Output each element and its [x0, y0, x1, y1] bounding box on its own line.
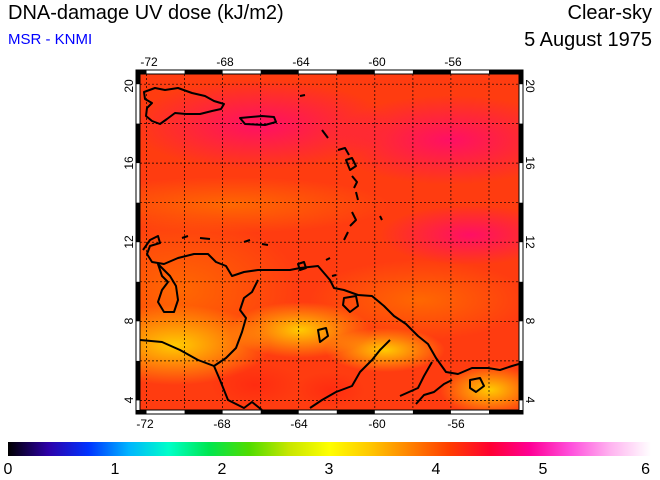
lesser-island-b: [469, 377, 485, 393]
island-chain-3: [337, 147, 350, 156]
colorbar-label: 3: [325, 461, 334, 478]
lat-label-right: 20: [523, 79, 537, 93]
graticule: [140, 74, 519, 410]
puerto-rico-coast: [239, 115, 277, 126]
lat-label-left: 20: [122, 79, 136, 93]
colorbar-label: 5: [539, 461, 548, 478]
colorbar-label: 6: [641, 461, 650, 478]
colorbar-label: 2: [218, 461, 227, 478]
lon-label-bottom: -68: [213, 417, 231, 431]
uv-dose-field: [140, 74, 519, 410]
lon-label-top: -64: [292, 55, 310, 69]
guyana-border: [415, 379, 453, 405]
colorbar: 0 1 2 3 4 5 6: [4, 442, 651, 478]
date-label: 5 August 1975: [524, 29, 652, 51]
lat-label-left: 12: [122, 235, 136, 249]
colorbar-label: 0: [4, 461, 13, 478]
island-chain-1: [299, 94, 306, 97]
islands-south: [297, 257, 337, 277]
country-border-south: [213, 365, 263, 410]
lon-label-top: -68: [216, 55, 234, 69]
lon-label-top: -72: [140, 55, 158, 69]
lake-guri: [317, 327, 329, 343]
lat-label-left: 4: [122, 396, 136, 403]
lat-label-right: 4: [523, 397, 537, 404]
lat-label-right: 8: [523, 318, 537, 325]
lon-label-bottom: -72: [136, 417, 154, 431]
maracaibo-lake-coast: [157, 263, 179, 313]
lat-label-left: 8: [122, 317, 136, 324]
island-chain-2: [321, 129, 329, 139]
map-title: DNA-damage UV dose (kJ/m2): [8, 2, 284, 24]
trinidad-island: [342, 295, 359, 313]
country-border-east: [309, 339, 391, 409]
island-chain-4: [345, 157, 357, 171]
lat-label-right: 12: [523, 235, 537, 249]
island-chain-8: [343, 231, 349, 241]
country-border-southeast: [399, 361, 433, 397]
map-frame: [135, 69, 524, 415]
island-chain-7: [349, 211, 357, 227]
lon-label-bottom: -60: [368, 417, 386, 431]
source-label: MSR - KNMI: [8, 31, 93, 48]
south-america-coast: [142, 235, 519, 375]
lat-label-left: 16: [122, 156, 136, 170]
lon-label-top: -60: [368, 55, 386, 69]
lon-label-top: -56: [444, 55, 462, 69]
island-chain-5: [351, 175, 358, 189]
lon-label-bottom: -56: [447, 417, 465, 431]
colorbar-label: 4: [432, 461, 441, 478]
islands-west: [181, 235, 269, 246]
island-chain-6: [355, 191, 359, 201]
colorbar-bar: [8, 442, 651, 456]
colorbar-label: 1: [111, 461, 120, 478]
lat-label-right: 16: [523, 156, 537, 170]
lesser-island-a: [379, 215, 383, 221]
sky-condition-label: Clear-sky: [567, 2, 652, 24]
lon-label-bottom: -64: [290, 417, 308, 431]
country-border-west: [140, 279, 259, 367]
